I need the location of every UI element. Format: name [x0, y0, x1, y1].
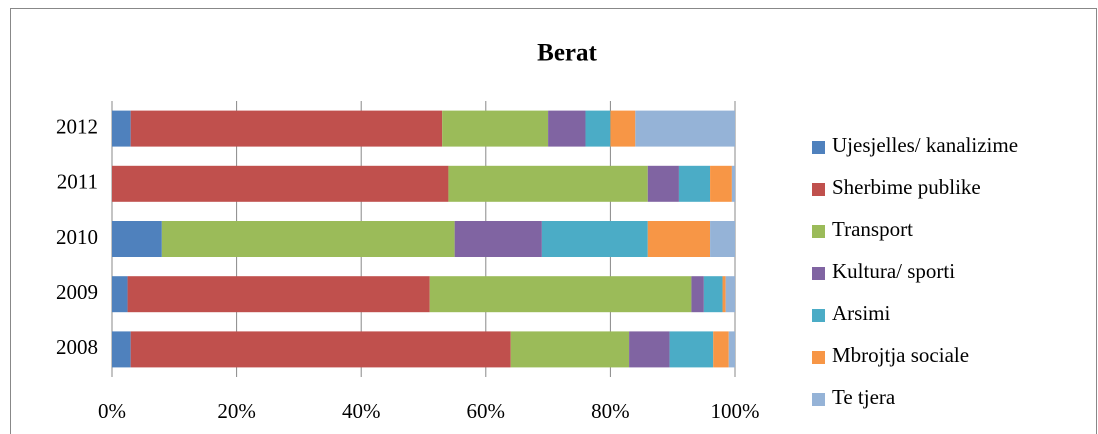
bar-segment	[635, 110, 735, 147]
y-tick-label: 2012	[56, 114, 98, 138]
bar-segment	[647, 165, 679, 202]
bar-segment	[629, 331, 670, 368]
y-tick-label: 2009	[56, 280, 98, 304]
bar-segment	[703, 276, 723, 313]
legend-label: Arsimi	[832, 301, 891, 325]
y-tick-label: 2010	[56, 225, 98, 249]
bar-segment	[647, 221, 711, 257]
chart-title: Berat	[537, 40, 597, 67]
legend-label: Kultura/ sporti	[832, 259, 955, 283]
bar-segment	[448, 165, 648, 202]
bar-segment	[722, 276, 726, 313]
legend-swatch	[812, 351, 825, 364]
x-tick-label: 20%	[217, 399, 256, 423]
bar-segment	[710, 221, 735, 257]
bar-segment	[713, 331, 729, 368]
bar-segment	[728, 331, 735, 368]
bar-segment	[112, 165, 449, 202]
bar-segment	[610, 110, 636, 147]
legend-swatch	[812, 393, 825, 406]
bar-segment	[442, 110, 549, 147]
bar-segment	[510, 331, 630, 368]
bar-segment	[669, 331, 714, 368]
legend-label: Sherbime publike	[832, 175, 981, 199]
bar-segment	[585, 110, 611, 147]
bar-segment	[161, 221, 455, 257]
x-tick-label: 60%	[467, 399, 506, 423]
bar-segment	[548, 110, 586, 147]
bar-segment	[725, 276, 735, 313]
legend-swatch	[812, 309, 825, 322]
x-tick-label: 0%	[98, 399, 126, 423]
bar-segment	[130, 331, 511, 368]
bar-segment	[454, 221, 542, 257]
bar-segment	[112, 221, 162, 257]
x-tick-label: 100%	[711, 399, 760, 423]
bar-segment	[691, 276, 704, 313]
legend-swatch	[812, 183, 825, 196]
bar-segment	[130, 110, 443, 147]
legend-label: Ujesjelles/ kanalizime	[832, 133, 1018, 157]
bar-segment	[112, 110, 131, 147]
legend-label: Te tjera	[832, 385, 896, 409]
legend-label: Mbrojtja sociale	[832, 343, 969, 367]
bar-segment	[429, 276, 692, 313]
bar-segment	[112, 276, 128, 313]
x-tick-label: 40%	[342, 399, 381, 423]
bar-segment	[112, 331, 131, 368]
y-tick-label: 2008	[56, 335, 98, 359]
legend-swatch	[812, 267, 825, 280]
x-tick-label: 80%	[591, 399, 630, 423]
bar-segment	[678, 165, 711, 202]
legend-swatch	[812, 225, 825, 238]
bar-segment	[541, 221, 648, 257]
y-tick-label: 2011	[57, 170, 98, 194]
bar-segment	[710, 165, 732, 202]
legend-swatch	[812, 141, 825, 154]
bar-segment	[127, 276, 430, 313]
bar-segment	[731, 165, 735, 202]
legend-label: Transport	[832, 217, 913, 241]
